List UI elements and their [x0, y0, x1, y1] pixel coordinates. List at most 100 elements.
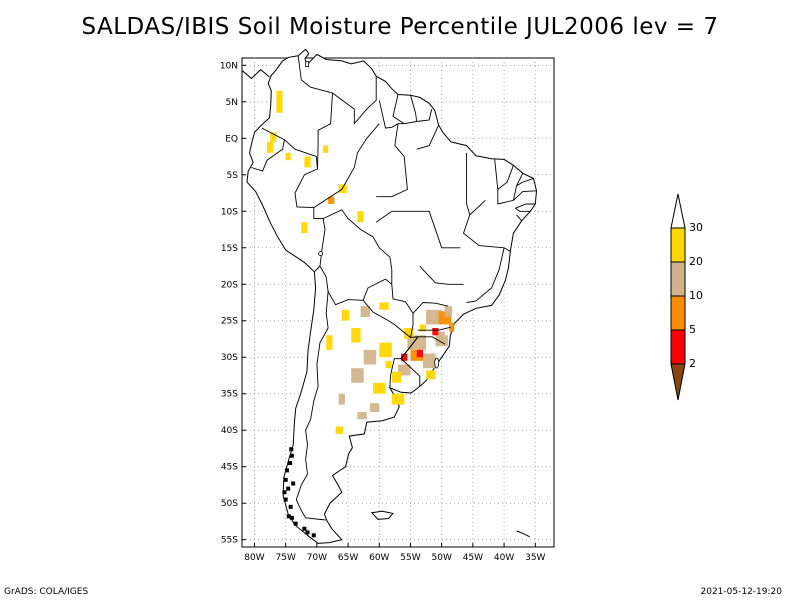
percentile-patch: [323, 145, 329, 153]
legend-label: 2: [689, 357, 696, 370]
percentile-patch: [304, 156, 311, 168]
percentile-patch: [419, 324, 426, 332]
percentile-patch: [335, 426, 344, 434]
border-line: [513, 190, 537, 201]
island-mark: [289, 453, 294, 458]
border-line: [412, 302, 449, 314]
island-mark: [288, 461, 293, 466]
border-line: [462, 199, 511, 252]
lon-tick-label: 35W: [525, 553, 545, 563]
percentile-patch: [369, 403, 380, 412]
lon-tick-label: 60W: [369, 553, 389, 563]
lat-tick-label: 35S: [221, 390, 238, 400]
legend-top-cap: [670, 193, 686, 229]
border-line: [391, 284, 414, 326]
lagoa-dos-patos: [434, 357, 440, 369]
lat-tick-label: 5S: [227, 171, 239, 181]
percentile-patch: [270, 132, 277, 142]
lon-tick-label: 70W: [307, 553, 327, 563]
lat-tick-label: 30S: [221, 353, 238, 363]
island-mark: [293, 521, 298, 526]
border-line: [516, 214, 522, 222]
island-mark: [311, 533, 316, 538]
border-line: [392, 94, 405, 125]
lat-tick-label: 55S: [221, 536, 238, 546]
lat-tick-label: 10S: [221, 207, 238, 217]
percentile-shading: [267, 90, 455, 434]
lon-tick-label: 40W: [494, 553, 514, 563]
legend-label: 30: [689, 221, 703, 234]
border-line: [378, 100, 433, 129]
island-mark: [286, 486, 291, 491]
longitude-labels: 80W 75W 70W 65W 60W 55W 50W 45W 40W 35W: [244, 553, 545, 563]
border-line: [466, 152, 471, 216]
lat-tick-label: 40S: [221, 426, 238, 436]
percentile-patch: [301, 222, 308, 234]
legend-label: 20: [689, 255, 703, 268]
percentile-patch: [338, 393, 345, 405]
border-line: [319, 265, 393, 306]
lon-tick-label: 80W: [244, 553, 264, 563]
percentile-patch: [426, 370, 436, 380]
percentile-patch: [276, 90, 283, 113]
legend-swatch: [670, 261, 686, 297]
island-mark: [284, 468, 289, 473]
percentile-patch: [351, 328, 361, 343]
footer-credit: GrADS: COLA/IGES: [4, 587, 89, 597]
lon-tick-label: 65W: [338, 553, 358, 563]
percentile-patch: [328, 196, 335, 204]
lat-tick-label: 50S: [221, 499, 238, 509]
lat-tick-label: 5N: [226, 98, 238, 108]
footer-timestamp: 2021-05-12-19:20: [700, 587, 783, 597]
percentile-patch: [435, 335, 448, 347]
percentile-patch: [357, 211, 364, 223]
percentile-patch: [360, 306, 370, 317]
percentile-patch: [379, 302, 389, 310]
border-line: [497, 165, 514, 190]
percentile-patch: [401, 353, 408, 361]
border-line: [419, 265, 464, 285]
legend-swatch: [670, 227, 686, 263]
lat-tick-label: EQ: [225, 134, 238, 144]
percentile-patch: [267, 141, 274, 153]
percentile-patch: [444, 306, 453, 317]
border-line: [497, 173, 524, 205]
lat-tick-label: 15S: [221, 244, 238, 254]
percentile-patch: [416, 349, 423, 358]
percentile-patch: [423, 353, 436, 369]
island-mark: [283, 477, 288, 482]
legend-bottom-cap: [670, 363, 686, 401]
percentile-patch: [404, 328, 414, 339]
lon-tick-label: 75W: [276, 553, 296, 563]
border-line: [284, 139, 326, 273]
border-line: [251, 127, 285, 172]
lat-tick-label: 25S: [221, 317, 238, 327]
land-layer: [241, 48, 538, 544]
border-line: [295, 291, 329, 521]
percentile-patch: [398, 364, 411, 376]
border-line: [418, 326, 451, 331]
border-line: [466, 247, 505, 303]
legend-swatch: [670, 295, 686, 331]
lake-titicaca: [318, 251, 324, 257]
percentile-patch: [357, 412, 367, 420]
border-line: [400, 336, 421, 387]
percentile-patch: [438, 331, 445, 339]
border-line: [516, 177, 534, 187]
percentile-patch: [391, 393, 405, 405]
percentile-patch: [351, 368, 364, 383]
lon-tick-label: 55W: [400, 553, 420, 563]
island-mark: [282, 490, 287, 495]
island-mark: [305, 530, 310, 535]
island-mark: [288, 504, 293, 509]
border-line: [313, 123, 380, 208]
falkland-islands: [370, 510, 394, 520]
legend-swatch: [670, 329, 686, 365]
lake-maracaibo: [305, 61, 310, 68]
percentile-patch: [391, 371, 402, 383]
chile-archipelago: [282, 447, 316, 538]
colorbar-legend: 2 5 10 20 30: [670, 193, 703, 401]
percentile-patch: [338, 184, 347, 194]
percentile-patch: [379, 342, 392, 358]
